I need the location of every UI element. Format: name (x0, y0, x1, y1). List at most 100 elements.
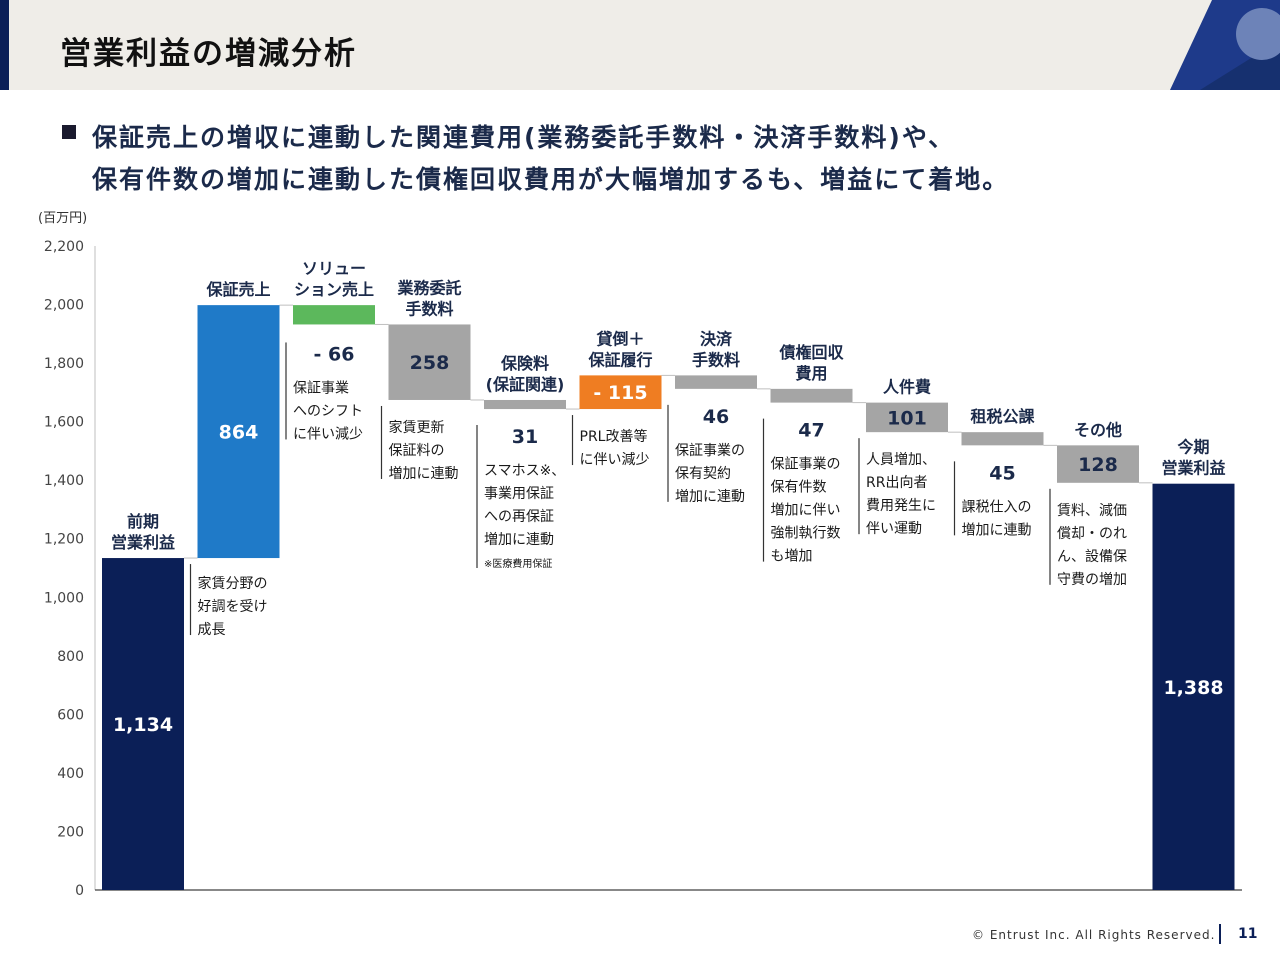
note-text: 伴い運動 (866, 521, 922, 537)
bar (1057, 445, 1139, 483)
y-axis-unit: (百万円) (38, 211, 88, 226)
note-text: 好調を受け (198, 599, 268, 615)
category-label: 保証売上 (205, 280, 270, 299)
y-tick-label: 2,000 (44, 298, 84, 314)
y-tick-label: 1,400 (44, 473, 84, 489)
note-text: RR出向者 (866, 475, 927, 491)
note-text: 家賃分野の (198, 575, 268, 592)
note-text: 保証事業の (771, 457, 841, 473)
data-label: 1,388 (1163, 677, 1223, 699)
data-label: 46 (703, 406, 729, 428)
category-label: 決済 (700, 329, 733, 348)
header-accent-bar (0, 0, 9, 90)
note-text: 償却・のれ (1057, 526, 1127, 542)
note-text: に伴い減少 (580, 451, 650, 468)
category-label: 債権回収 (778, 343, 844, 362)
bar (1152, 483, 1235, 890)
bar (484, 399, 566, 410)
y-tick-label: 0 (75, 883, 84, 899)
footer-divider (1219, 924, 1221, 944)
category-label: ソリュー (302, 259, 366, 278)
summary-line-1: 保証売上の増収に連動した関連費用(業務委託手数料・決済手数料)や、 (92, 123, 956, 152)
note-text: 強制執行数 (771, 526, 841, 542)
note-text: 保有契約 (675, 466, 731, 482)
note-text: 増加に連動 (484, 532, 554, 548)
data-label: 31 (512, 426, 538, 448)
note-text: 保有件数 (771, 480, 827, 496)
bar (102, 558, 184, 890)
note-text: へのシフト (293, 403, 363, 419)
bar (579, 375, 662, 410)
data-label: 45 (989, 462, 1015, 484)
page-title: 営業利益の増減分析 (60, 36, 357, 72)
y-tick-label: 200 (57, 824, 84, 840)
category-label: ション売上 (294, 280, 374, 299)
note-text: 課税仕入の (962, 499, 1032, 515)
note-text: に伴い減少 (293, 425, 363, 442)
data-label: 258 (410, 352, 450, 374)
y-tick-label: 2,200 (44, 239, 84, 255)
category-label: 業務委託 (396, 278, 461, 297)
header-band: 営業利益の増減分析 (0, 0, 1280, 90)
category-label: 保険料 (500, 354, 549, 373)
note-text: 保証事業の (675, 443, 745, 459)
note-text: 賃料、減価 (1057, 502, 1127, 519)
note-text: 人員増加、 (866, 452, 936, 468)
bullet-square-icon (62, 125, 76, 139)
data-label: 864 (219, 422, 259, 444)
note-text: 保証事業 (293, 380, 349, 396)
data-label: 1,134 (113, 714, 173, 736)
category-label: 人件費 (883, 378, 931, 397)
y-tick-label: 600 (57, 707, 84, 723)
note-text: PRL改善等 (580, 428, 648, 445)
note-text: 増加に連動 (962, 522, 1032, 538)
category-label: 営業利益 (111, 533, 175, 552)
note-text: 増加に連動 (389, 466, 459, 482)
y-tick-label: 400 (57, 766, 84, 782)
note-text: ん、設備保 (1057, 549, 1127, 565)
bar (866, 402, 948, 433)
y-tick-label: 1,600 (44, 415, 84, 431)
note-text: 守費の増加 (1057, 572, 1127, 588)
category-label: 手数料 (405, 299, 453, 318)
data-label: 47 (798, 420, 824, 442)
data-label: - 115 (593, 382, 647, 404)
category-label: 前期 (127, 512, 159, 531)
note-text: 事業用保証 (484, 486, 554, 502)
note-text: スマホス※、 (484, 463, 565, 479)
bar (675, 375, 757, 389)
category-label: 貸倒＋ (595, 329, 644, 348)
y-tick-label: 1,800 (44, 356, 84, 372)
bar (293, 305, 375, 325)
note-text: への再保証 (484, 509, 554, 525)
category-label: その他 (1074, 420, 1122, 439)
corner-decoration-icon (1170, 0, 1280, 90)
note-text: 家賃更新 (389, 419, 445, 436)
note-text: 費用発生に (866, 498, 936, 514)
note-text: も増加 (771, 549, 813, 565)
category-label: 手数料 (692, 350, 740, 369)
bar (197, 305, 280, 559)
bar (961, 432, 1044, 446)
y-tick-label: 1,200 (44, 532, 84, 548)
data-label: 101 (887, 407, 927, 429)
note-text: 保証料の (389, 443, 445, 459)
category-label: 今期 (1176, 438, 1209, 457)
data-label: 128 (1078, 454, 1118, 476)
category-label: 保証履行 (587, 350, 652, 369)
category-label: 費用 (795, 364, 827, 383)
note-text: 増加に伴い (771, 503, 841, 519)
y-tick-label: 1,000 (44, 590, 84, 606)
category-label: 租税公課 (970, 407, 1035, 426)
note-text: 成長 (198, 622, 226, 638)
note-text: ※医療費用保証 (484, 557, 552, 570)
y-tick-label: 800 (57, 649, 84, 665)
summary-line-2: 保有件数の増加に連動した債権回収費用が大幅増加するも、増益にて着地。 (92, 165, 1010, 194)
copyright: © Entrust Inc. All Rights Reserved. (972, 928, 1216, 942)
category-label: (保証関連) (486, 375, 565, 394)
bar (770, 388, 853, 403)
bar (388, 324, 471, 400)
data-label: - 66 (314, 343, 355, 365)
page-number: 11 (1238, 926, 1258, 942)
